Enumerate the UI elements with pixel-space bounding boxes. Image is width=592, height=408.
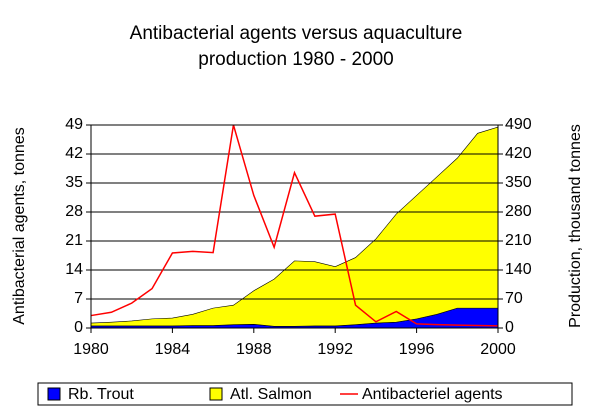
area	[90, 126, 499, 327]
x-tick-label: 1988	[236, 341, 272, 358]
chart-title: Antibacterial agents versus aquaculture	[130, 23, 463, 44]
x-tick-label: 2000	[480, 341, 516, 358]
y-tick-label: 21	[65, 232, 83, 249]
y-tick-label: 35	[65, 174, 83, 191]
y-tick-label: 49	[65, 116, 83, 133]
y2-tick-label: 70	[505, 290, 523, 307]
y-tick-label: 0	[74, 319, 83, 336]
legend-swatch	[47, 387, 61, 401]
line	[90, 124, 499, 327]
plot-frame	[90, 124, 499, 329]
y-tick-label: 42	[65, 145, 83, 162]
legend-swatch	[209, 387, 223, 401]
x-tick-label: 1984	[155, 341, 191, 358]
y-tick-label: 28	[65, 203, 83, 220]
chart-title: production 1980 - 2000	[198, 49, 393, 70]
y2-tick-label: 420	[505, 145, 532, 162]
y2-axis-label: Production, thousand tonnes	[567, 124, 584, 328]
y-tick-label: 7	[74, 290, 83, 307]
legend-box	[37, 382, 573, 406]
y2-tick-label: 210	[505, 232, 532, 249]
x-tick-label: 1992	[317, 341, 353, 358]
y2-tick-label: 350	[505, 174, 532, 191]
y2-tick-label: 140	[505, 261, 532, 278]
y2-tick-label: 280	[505, 203, 532, 220]
x-tick-label: 1996	[399, 341, 435, 358]
y2-tick-label: 490	[505, 116, 532, 133]
legend-label: Rb. Trout	[68, 386, 134, 403]
y-tick-label: 14	[65, 261, 83, 278]
y-axis-label: Antibacterial agents, tonnes	[11, 127, 28, 324]
legend-label: Atl. Salmon	[230, 386, 312, 403]
x-tick-label: 1980	[73, 341, 109, 358]
legend-label: Antibacteriel agents	[362, 386, 503, 403]
y2-tick-label: 0	[505, 319, 514, 336]
